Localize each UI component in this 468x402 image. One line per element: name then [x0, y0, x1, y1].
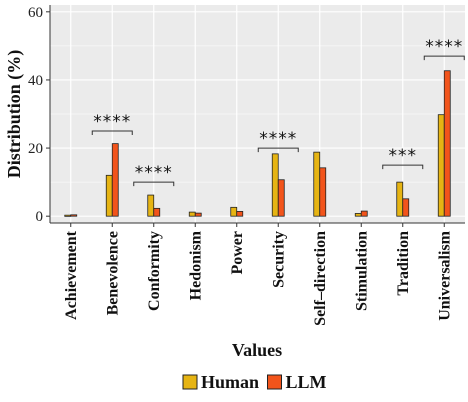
bar-llm-power	[236, 211, 244, 217]
x-tick-label-conformity: Conformity	[146, 231, 163, 311]
legend-label-llm: LLM	[286, 372, 327, 392]
legend-label-human: Human	[201, 372, 259, 392]
significance-label: ****	[259, 129, 297, 149]
x-tick-label-universalism: Universalism	[436, 230, 453, 320]
bar-llm-achievement	[70, 214, 78, 217]
bar-llm-conformity	[153, 207, 161, 217]
bar-human-tradition	[396, 181, 404, 217]
bar-human-stimulation	[354, 213, 362, 217]
bar-llm-benevolence	[111, 143, 119, 217]
x-tick-label-power: Power	[229, 231, 246, 275]
legend-swatch-human	[182, 374, 198, 390]
bar-human-self-direction	[313, 151, 321, 217]
significance-bracket	[423, 55, 465, 61]
bar-llm-security	[277, 179, 285, 217]
y-tick-label: 40	[28, 73, 43, 89]
bar-human-security	[271, 153, 279, 217]
bar-llm-universalism	[443, 70, 451, 217]
significance-bracket	[257, 147, 299, 153]
x-ticks: Achievement Benevolence Conformity Hedonism…	[63, 223, 453, 326]
x-tick-label-security: Security	[270, 231, 287, 288]
y-tick-label: 20	[28, 141, 43, 157]
bar-human-benevolence	[105, 174, 113, 217]
bar-llm-self-direction	[319, 167, 327, 217]
bars	[64, 70, 451, 217]
x-axis-title: Values	[232, 340, 282, 360]
bar-human-universalism	[437, 114, 445, 217]
bar-human-power	[230, 206, 238, 217]
grid	[50, 5, 465, 223]
y-tick-label: 0	[36, 209, 44, 225]
significance-annotations: *******************	[91, 37, 465, 187]
y-axis-title: Distribution (%)	[4, 50, 25, 179]
significance-bracket	[91, 130, 133, 136]
bar-llm-tradition	[402, 198, 410, 217]
bar-human-achievement	[64, 214, 72, 217]
x-tick-label-benevolence: Benevolence	[104, 231, 121, 315]
x-tick-label-hedonism: Hedonism	[187, 230, 204, 300]
legend-swatch-llm	[267, 374, 282, 390]
y-tick-label: 60	[28, 5, 43, 21]
significance-label: ****	[425, 37, 463, 57]
bar-human-hedonism	[188, 211, 196, 217]
legend: Human LLM	[182, 372, 327, 392]
significance-label: ***	[389, 146, 418, 166]
significance-bracket	[133, 181, 175, 187]
x-tick-label-self-direction: Self–direction	[312, 231, 329, 326]
x-tick-label-achievement: Achievement	[63, 230, 80, 320]
x-tick-label-tradition: Tradition	[395, 231, 412, 296]
significance-label: ****	[135, 163, 173, 183]
bar-human-conformity	[147, 194, 155, 217]
bar-llm-stimulation	[360, 210, 368, 217]
x-tick-label-stimulation: Stimulation	[353, 231, 370, 311]
significance-label: ****	[93, 112, 131, 132]
bar-llm-hedonism	[194, 212, 202, 217]
y-ticks: 0 20 40 60	[28, 5, 50, 225]
significance-bracket	[382, 164, 424, 170]
